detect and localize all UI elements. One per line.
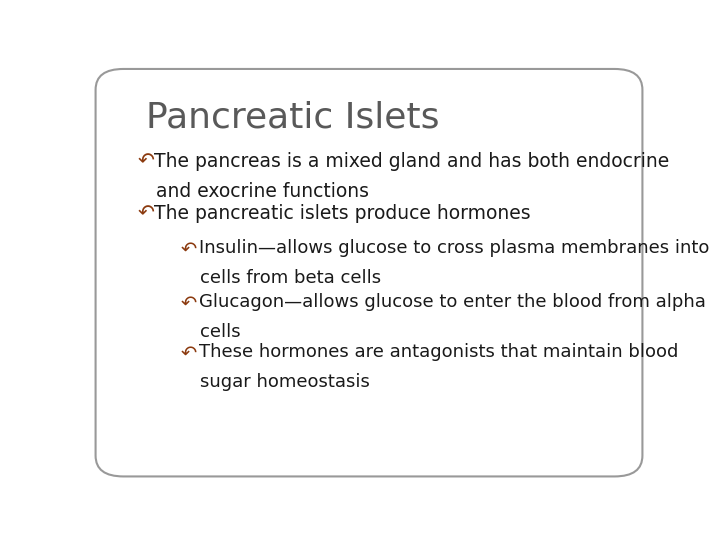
Text: sugar homeostasis: sugar homeostasis — [200, 373, 370, 392]
Text: ↶: ↶ — [181, 294, 197, 313]
Text: cells from beta cells: cells from beta cells — [200, 269, 382, 287]
Text: Glucagon—allows glucose to enter the blood from alpha: Glucagon—allows glucose to enter the blo… — [199, 294, 706, 312]
Text: cells: cells — [200, 323, 241, 341]
Text: and exocrine functions: and exocrine functions — [156, 182, 369, 201]
Text: ↶: ↶ — [181, 239, 197, 259]
Text: The pancreatic islets produce hormones: The pancreatic islets produce hormones — [154, 204, 531, 223]
Text: ↶: ↶ — [138, 204, 154, 223]
Text: ↶: ↶ — [181, 343, 197, 362]
Text: Pancreatic Islets: Pancreatic Islets — [145, 100, 439, 134]
Text: These hormones are antagonists that maintain blood: These hormones are antagonists that main… — [199, 343, 678, 361]
FancyBboxPatch shape — [96, 69, 642, 476]
Text: ↶: ↶ — [138, 152, 154, 171]
Text: Insulin—allows glucose to cross plasma membranes into: Insulin—allows glucose to cross plasma m… — [199, 239, 709, 258]
Text: The pancreas is a mixed gland and has both endocrine: The pancreas is a mixed gland and has bo… — [154, 152, 670, 171]
